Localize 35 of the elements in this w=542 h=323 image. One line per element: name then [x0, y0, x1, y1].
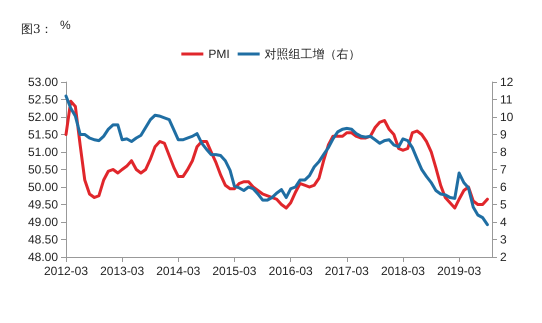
y2-tick-label: 9 — [500, 128, 507, 142]
line-series — [64, 94, 489, 226]
y-tick-label: 49.00 — [28, 215, 58, 229]
y2-tick-label: 8 — [500, 145, 507, 159]
y-tick-label: 48.00 — [28, 250, 58, 264]
x-tick-label: 2014-03 — [156, 264, 201, 278]
x-tick-label: 2019-03 — [437, 264, 482, 278]
y-tick-label: 51.50 — [28, 128, 58, 142]
y2-tick-label: 7 — [500, 162, 507, 176]
legend-label: 对照组工增（右） — [264, 47, 361, 61]
y2-tick-label: 3 — [500, 232, 507, 246]
y2-tick-label: 11 — [500, 92, 513, 106]
y2-tick-label: 4 — [500, 215, 507, 229]
y2-tick-label: 12 — [500, 75, 514, 89]
legend-label: PMI — [208, 47, 230, 61]
y-tick-label: 53.00 — [28, 75, 58, 89]
y-tick-label: 50.50 — [28, 162, 58, 176]
y2-tick-label: 6 — [500, 180, 507, 194]
y2-tick-label: 10 — [500, 110, 514, 124]
x-tick-label: 2018-03 — [380, 264, 426, 278]
y-tick-label: 50.00 — [28, 180, 58, 194]
y-tick-label: 52.50 — [28, 92, 58, 106]
y2-tick-label: 2 — [500, 250, 507, 264]
y-axis-title: % — [60, 18, 71, 32]
y-tick-label: 49.50 — [28, 198, 58, 212]
y-tick-label: 52.00 — [28, 110, 58, 124]
x-tick-label: 2013-03 — [100, 264, 144, 278]
x-tick-label: 2015-03 — [212, 264, 257, 278]
y-tick-label: 48.50 — [28, 232, 58, 246]
y-tick-label: 51.00 — [28, 145, 58, 159]
y2-tick-label: 5 — [500, 198, 507, 212]
x-tick-label: 2012-03 — [44, 264, 88, 278]
chart-title: 图3： — [21, 22, 53, 36]
x-tick-label: 2017-03 — [324, 264, 370, 278]
x-tick-label: 2016-03 — [268, 264, 314, 278]
